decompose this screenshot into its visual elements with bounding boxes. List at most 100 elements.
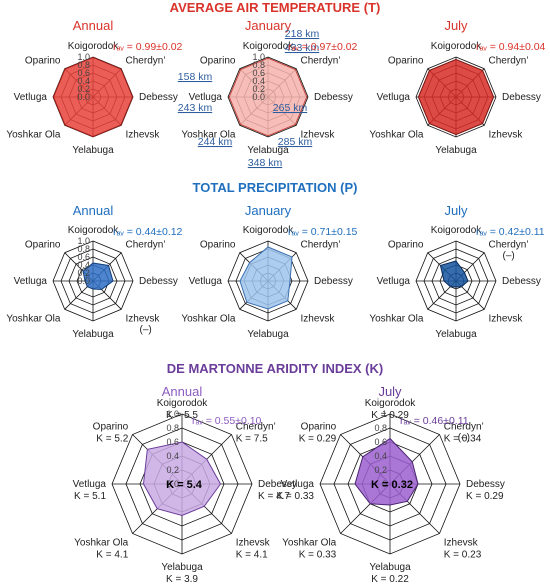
axis-label: Izhevsk (489, 314, 524, 325)
chart-title: January (245, 18, 292, 33)
tick-label: 0.8 (77, 60, 90, 70)
tick-label: 0.4 (77, 76, 90, 86)
axis-label: Yoshkar Ola (369, 314, 424, 325)
axis-label: Izhevsk (489, 130, 524, 141)
data-polygon (142, 441, 222, 517)
distance-label: 348 km (248, 157, 283, 169)
axis-label: Cherdyn’ (489, 239, 529, 250)
axis-label: Koigorodok (365, 398, 417, 409)
k-value-label: K = 0.33 (299, 550, 337, 561)
r-average-label: rₐᵥ = 0.46±0.11 (400, 415, 469, 427)
axis-label: Oparino (388, 55, 424, 66)
axis-label: Koigorodok (431, 41, 483, 52)
axis-note: (–) (140, 325, 152, 336)
axis-label: Oparino (200, 239, 236, 250)
data-polygon (439, 260, 469, 288)
axis-label: Vetluga (14, 276, 48, 287)
tick-label: 1.0 (166, 409, 179, 419)
axis-label: Izhevsk (126, 130, 161, 141)
tick-label: 0.6 (166, 437, 179, 447)
data-polygon (354, 437, 419, 506)
distance-label: 433 km (285, 42, 320, 54)
data-polygon (52, 56, 134, 138)
axis-label: Vetluga (14, 92, 48, 103)
axis-label: Debessy (502, 92, 541, 103)
axis-label: Izhevsk (126, 314, 161, 325)
axis-label: Cherdyn’ (126, 55, 166, 66)
axis-label: Koigorodok (68, 41, 120, 52)
chart-title: Annual (73, 18, 114, 33)
axis-label: Izhevsk (236, 538, 271, 549)
tick-label: 0.2 (252, 84, 265, 94)
tick-label: 0.2 (374, 465, 387, 475)
tick-label: 0 (382, 479, 387, 489)
k-value-label: K = 0.33 (276, 491, 314, 502)
axis-label: Cherdyn’ (301, 55, 341, 66)
tick-label: 0.4 (77, 260, 90, 270)
section-title: DE MARTONNE ARIDITY INDEX (K) (167, 361, 383, 376)
tick-label: 0.8 (252, 60, 265, 70)
tick-label: 0.0 (77, 92, 90, 102)
axis-label: Yelabuga (72, 145, 114, 156)
axis-label: Izhevsk (444, 538, 479, 549)
tick-label: 0.4 (374, 451, 387, 461)
k-value-label: K = 0.29 (299, 433, 337, 444)
axis-label: Oparino (301, 421, 337, 432)
axis-label: Yoshkar Ola (181, 314, 236, 325)
center-value-label: K = 5.4 (166, 479, 203, 491)
section-title: TOTAL PRECIPITATION (P) (193, 180, 358, 195)
chart-title: Annual (73, 203, 114, 218)
axis-label: Izhevsk (301, 130, 336, 141)
k-value-label: K = 4.1 (96, 550, 128, 561)
tick-label: 0.8 (77, 244, 90, 254)
distance-label: 218 km (285, 28, 320, 40)
k-value-label: K = 3.9 (166, 574, 198, 585)
axis-label: Cherdyn’ (489, 55, 529, 66)
chart-title: July (444, 18, 468, 33)
data-polygon (228, 57, 308, 137)
chart-title: July (444, 203, 468, 218)
axis-label: Debessy (139, 92, 178, 103)
axis-label: Oparino (25, 55, 61, 66)
distance-label: 244 km (198, 136, 233, 148)
tick-label: 0.6 (252, 68, 265, 78)
axis-label: Cherdyn’ (301, 239, 341, 250)
chart-title: July (378, 384, 402, 399)
tick-label: 0.6 (77, 68, 90, 78)
axis-label: Debessy (466, 479, 505, 490)
tick-label: 0.0 (166, 479, 179, 489)
axis-label: Yoshkar Ola (6, 314, 61, 325)
axis-label: Yelabuga (369, 562, 411, 573)
distance-label: 158 km (178, 71, 213, 83)
tick-label: 1.0 (252, 52, 265, 62)
axis-label: Oparino (388, 239, 424, 250)
tick-label: 0.8 (374, 423, 387, 433)
tick-label: 0.2 (77, 268, 90, 278)
axis-label: Yoshkar Ola (74, 538, 129, 549)
axis-note: (–) (458, 432, 470, 443)
distance-label: 265 km (273, 102, 308, 114)
center-value-label: K = 0.32 (371, 479, 413, 491)
tick-label: 1.0 (77, 236, 90, 246)
axis-label: Debessy (314, 92, 353, 103)
r-average-label: rₐᵥ = 0.97±0.02 (288, 41, 358, 53)
axis-label: Koigorodok (431, 225, 483, 236)
axis-label: Koigorodok (157, 398, 209, 409)
tick-label: 0.8 (166, 423, 179, 433)
axis-label: Yelabuga (435, 145, 477, 156)
distance-label: 285 km (278, 136, 313, 148)
axis-label: Koigorodok (68, 225, 120, 236)
k-value-label: K = 0.22 (371, 574, 409, 585)
k-value-label: K = 4.1 (236, 550, 268, 561)
tick-label: 0.2 (77, 84, 90, 94)
axis-label: Izhevsk (301, 314, 336, 325)
k-value-label: K = 0.29 (466, 491, 504, 502)
axis-label: Yelabuga (435, 329, 477, 340)
k-value-label: K = 0.29 (371, 410, 409, 421)
tick-label: 0.0 (252, 92, 265, 102)
axis-label: Vetluga (377, 92, 411, 103)
tick-label: 1 (382, 409, 387, 419)
axis-label: Oparino (25, 239, 61, 250)
axis-label: Vetluga (189, 92, 223, 103)
